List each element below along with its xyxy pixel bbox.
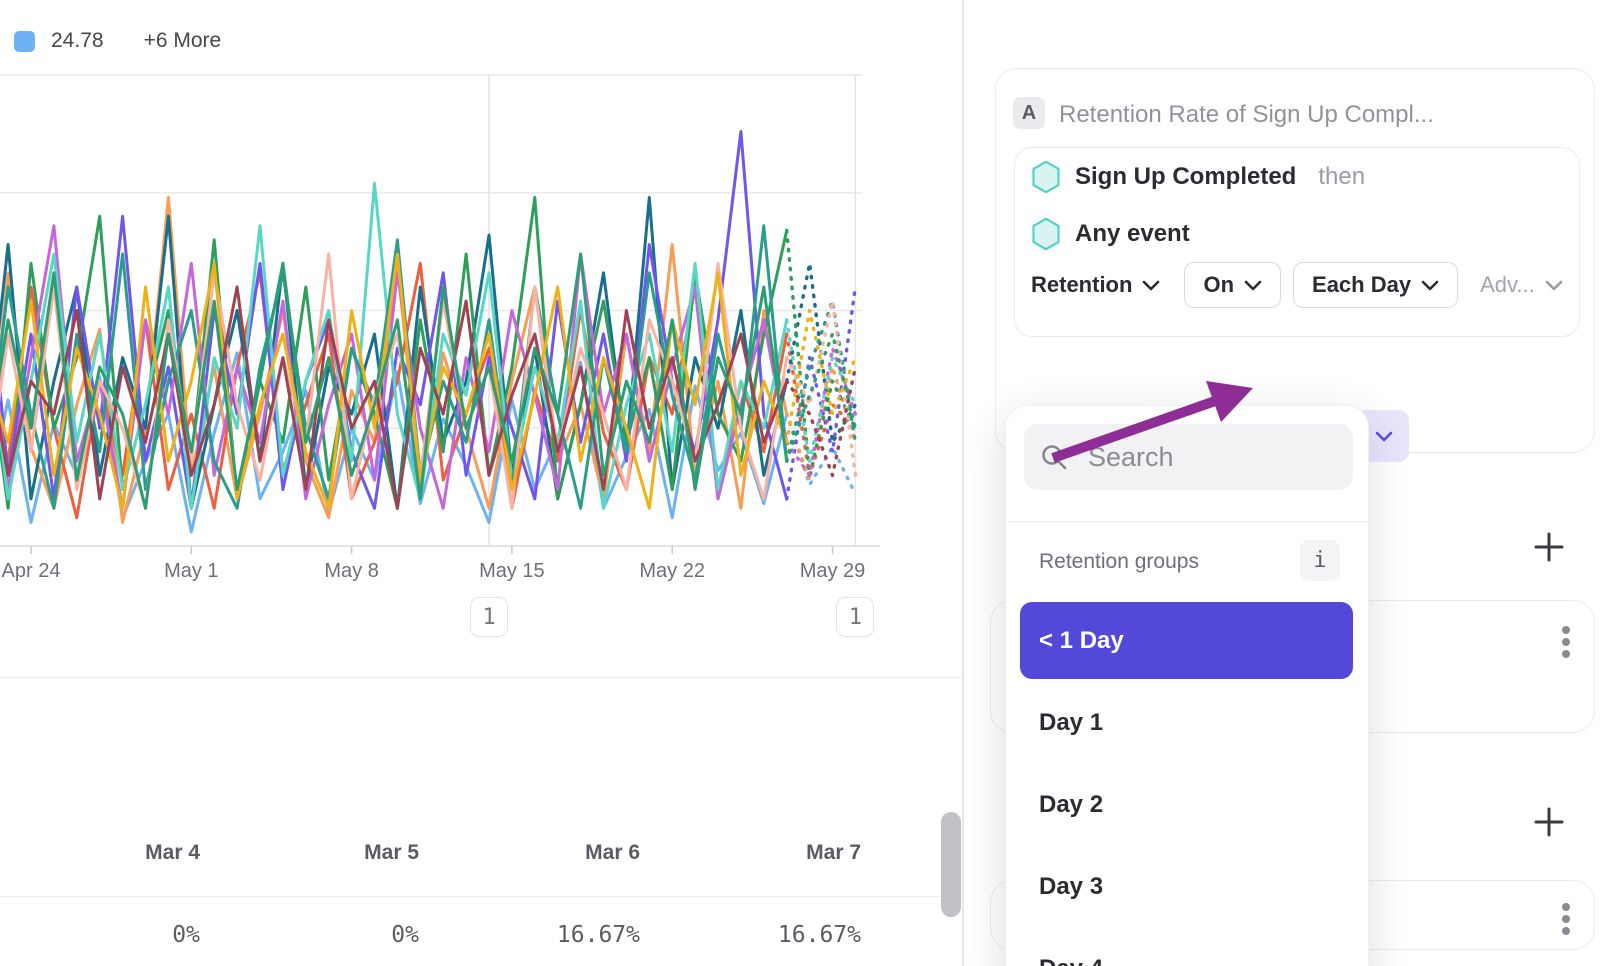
table-header: Mar 7 bbox=[806, 841, 861, 864]
section-divider bbox=[0, 677, 962, 678]
x-tick-label: May 29 bbox=[799, 560, 866, 582]
chevron-down-icon bbox=[1244, 280, 1262, 290]
retention-mode-dropdown[interactable]: Retention bbox=[1031, 272, 1160, 298]
search-icon bbox=[1042, 445, 1067, 470]
event-name[interactable]: Sign Up Completed bbox=[1075, 163, 1297, 190]
query-card-title: Retention Rate of Sign Up Compl... bbox=[1059, 101, 1434, 128]
dropdown-option[interactable]: Day 3 bbox=[1039, 872, 1104, 900]
x-tick-label: May 22 bbox=[639, 560, 705, 582]
chevron-down-icon bbox=[1545, 280, 1563, 290]
dropdown-option[interactable]: Day 4 bbox=[1020, 930, 1353, 966]
series-a-badge: A bbox=[1013, 97, 1045, 129]
vertical-scrollbar[interactable] bbox=[941, 812, 961, 917]
dropdown-option-selected[interactable]: < 1 Day bbox=[1020, 602, 1353, 679]
annotation-badge[interactable]: 1 bbox=[470, 597, 508, 637]
legend-more-link[interactable]: +6 More bbox=[143, 29, 222, 52]
table-header: Mar 5 bbox=[364, 841, 419, 864]
table-value: 0% bbox=[391, 922, 419, 948]
chevron-down-icon bbox=[1421, 280, 1439, 290]
event-hexagon-icon bbox=[1032, 160, 1060, 194]
table-value: 0% bbox=[172, 922, 200, 948]
x-tick-label: May 1 bbox=[164, 560, 219, 582]
more-options-button[interactable] bbox=[1548, 618, 1584, 666]
chart-legend[interactable]: 24.78 +6 More bbox=[14, 29, 221, 53]
query-panel: A Retention Rate of Sign Up Compl... Sig… bbox=[964, 0, 1616, 966]
dropdown-divider bbox=[1006, 521, 1368, 522]
table-header: Mar 6 bbox=[585, 841, 640, 864]
info-icon[interactable]: i bbox=[1300, 540, 1340, 581]
event-row-return[interactable]: Any event bbox=[1031, 216, 1190, 252]
retention-controls-row: Retention On Each Day Adv... bbox=[1031, 262, 1563, 308]
chart-panel: 24.78 +6 More Apr 24 May 1 May 8 May 15 May … bbox=[0, 29, 962, 948]
legend-value[interactable]: 24.78 bbox=[51, 29, 104, 52]
legend-swatch[interactable] bbox=[14, 30, 35, 52]
add-query-button[interactable] bbox=[1527, 800, 1571, 844]
plus-icon bbox=[1534, 532, 1564, 562]
panel-divider bbox=[962, 0, 964, 966]
event-row-first[interactable]: Sign Up Completed then bbox=[1031, 159, 1365, 195]
retention-on-dropdown[interactable]: On bbox=[1184, 262, 1282, 308]
retention-groups-label: Retention groups bbox=[1039, 550, 1199, 573]
x-tick-label: May 15 bbox=[479, 560, 545, 582]
retention-line-chart bbox=[0, 74, 880, 554]
query-card: A Retention Rate of Sign Up Compl... Sig… bbox=[995, 68, 1595, 462]
x-tick-label: May 8 bbox=[324, 560, 379, 582]
event-name[interactable]: Any event bbox=[1075, 220, 1190, 247]
chevron-down-icon bbox=[1143, 280, 1160, 290]
table-header: Mar 4 bbox=[145, 841, 200, 864]
search-input[interactable] bbox=[1086, 440, 1320, 474]
plus-icon bbox=[1534, 807, 1564, 837]
event-hexagon-icon bbox=[1032, 217, 1060, 251]
dropdown-option[interactable]: Day 1 bbox=[1039, 708, 1104, 736]
dropdown-search[interactable] bbox=[1024, 424, 1353, 490]
dropdown-option[interactable]: Day 2 bbox=[1039, 790, 1104, 818]
more-options-button[interactable] bbox=[1548, 895, 1584, 943]
annotation-badge[interactable]: 1 bbox=[836, 597, 875, 637]
granularity-dropdown[interactable]: Each Day bbox=[1293, 262, 1459, 308]
table-value: 16.67% bbox=[556, 922, 640, 948]
event-suffix: then bbox=[1318, 163, 1366, 190]
table-value: 16.67% bbox=[777, 922, 861, 948]
events-card: Sign Up Completed then Any event Retenti… bbox=[1014, 147, 1580, 337]
table-divider bbox=[0, 896, 962, 897]
x-tick-label: Apr 24 bbox=[1, 560, 61, 582]
retention-group-dropdown: Retention groups i < 1 Day Day 1 Day 2 Day … bbox=[1005, 405, 1369, 966]
chevron-down-icon bbox=[1375, 431, 1393, 441]
add-query-button[interactable] bbox=[1527, 525, 1571, 569]
advanced-dropdown[interactable]: Adv... bbox=[1480, 272, 1563, 298]
